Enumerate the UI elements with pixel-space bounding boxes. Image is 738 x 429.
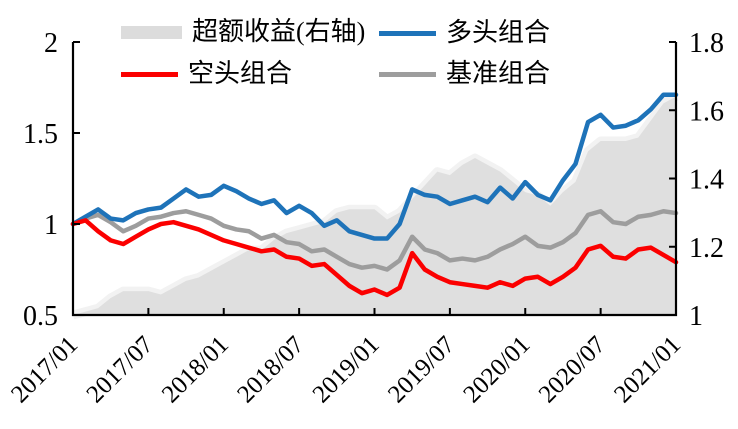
- x-axis-tick-label: 2017/07: [82, 331, 159, 408]
- long-portfolio-line: [70, 92, 679, 241]
- excess-return-area: [73, 96, 676, 315]
- left-axis-tick-label: 1: [44, 210, 58, 241]
- benchmark-line-swatch: [379, 71, 436, 77]
- x-axis-tick-label: 2018/01: [157, 331, 234, 408]
- x-axis-tick-label: 2021/01: [609, 331, 686, 408]
- benchmark-line: [70, 209, 679, 272]
- x-axis-tick-label: 2017/01: [6, 331, 83, 408]
- legend-item-excess-return: 超额收益(右轴): [121, 19, 365, 45]
- left-axis-tick-label: 2: [44, 28, 58, 59]
- legend-item-long-portfolio: 多头组合: [379, 20, 550, 46]
- x-axis-tick-label: 2020/07: [534, 331, 611, 408]
- long-portfolio-line-swatch: [379, 30, 436, 36]
- short-portfolio-line-swatch: [121, 71, 178, 77]
- legend-label-excess-return: 超额收益(右轴): [192, 17, 366, 46]
- right-axis-tick-label: 1.8: [689, 28, 724, 59]
- excess-return-area-swatch: [121, 25, 182, 39]
- x-axis-tick-label: 2020/01: [458, 331, 535, 408]
- legend-item-benchmark-portfolio: 基准组合: [379, 61, 550, 87]
- legend-label-benchmark-portfolio: 基准组合: [446, 59, 551, 88]
- right-axis-tick-label: 1: [689, 301, 703, 332]
- left-axis-tick-label: 0.5: [23, 301, 58, 332]
- right-axis-tick-label: 1.2: [689, 233, 724, 264]
- right-axis-tick-label: 1.6: [689, 96, 724, 127]
- x-axis-tick-label: 2019/07: [383, 331, 460, 408]
- x-axis-tick-label: 2019/01: [308, 331, 385, 408]
- legend-item-short-portfolio: 空头组合: [121, 61, 292, 87]
- legend-label-short-portfolio: 空头组合: [188, 59, 293, 88]
- short-portfolio-line: [70, 218, 679, 298]
- right-axis-tick-label: 1.4: [689, 165, 724, 196]
- legend-label-long-portfolio: 多头组合: [446, 18, 551, 47]
- left-axis-tick-label: 1.5: [23, 119, 58, 150]
- x-axis-tick-label: 2018/07: [232, 331, 309, 408]
